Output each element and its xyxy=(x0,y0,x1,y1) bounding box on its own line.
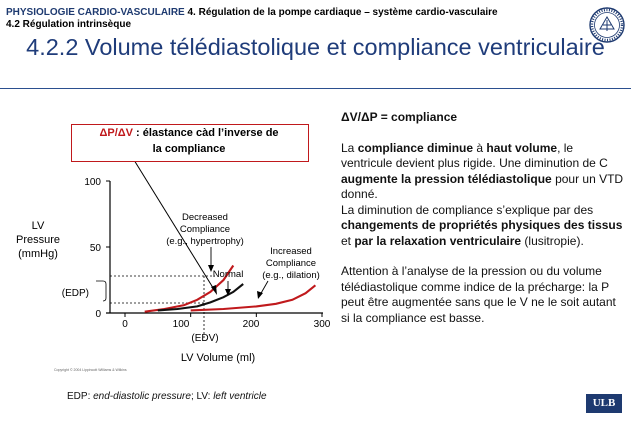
edp-bracket xyxy=(96,280,107,302)
edv-label: (EDV) xyxy=(191,333,218,344)
course-header: PHYSIOLOGIE CARDIO-VASCULAIRE 4. Régulat… xyxy=(6,7,498,18)
note-edp: EDP xyxy=(67,391,88,402)
text-span: et xyxy=(341,233,355,248)
abbreviation-note: EDP: end-diastolic pressure; LV: left ve… xyxy=(67,391,267,402)
compliance-definition: ΔV/ΔP = compliance xyxy=(341,110,458,124)
section-name: 4.2 Régulation intrinsèque xyxy=(6,19,132,30)
increased-compliance-curve xyxy=(190,284,317,312)
normal-arrow-icon xyxy=(225,289,231,296)
x-axis-title: LV Volume (ml) xyxy=(181,352,255,364)
y-axis-title-line2: Pressure xyxy=(16,234,60,246)
text-span: La xyxy=(341,140,358,155)
ulb-logo: ULB xyxy=(586,394,622,413)
text-bold: compliance diminue xyxy=(357,140,474,155)
elastance-ratio: ΔP/ΔV xyxy=(99,127,133,139)
paragraph-compliance-decrease: La compliance diminue à haut volume, le … xyxy=(341,141,626,203)
text-span: , le ventricule devient plus rigide. Une… xyxy=(341,140,608,171)
explanation-text: ΔV/ΔP = compliance La compliance diminue… xyxy=(341,110,626,326)
x-tick-label: 100 xyxy=(173,319,190,330)
title-divider xyxy=(0,88,631,89)
callout-text-c: la compliance xyxy=(152,143,226,155)
y-axis-title-line3: (mmHg) xyxy=(18,248,58,260)
increased-annotation-line1: Increased xyxy=(270,246,312,257)
decreased-annotation-line2: Compliance xyxy=(180,224,230,235)
callout-text-a: : élastance càd l’ xyxy=(133,127,225,139)
y-tick-label: 0 xyxy=(95,309,101,320)
elastance-callout xyxy=(71,124,309,162)
callout-pointer xyxy=(133,159,216,292)
note-lv-text: left ventricle xyxy=(213,391,267,402)
x-tick-label: 0 xyxy=(122,319,128,330)
y-tick-label: 50 xyxy=(90,243,102,254)
edp-label: (EDP) xyxy=(62,288,89,299)
callout-text-b: inverse de xyxy=(224,127,279,139)
chapter-name: 4. Régulation de la pompe cardiaque – sy… xyxy=(184,7,498,18)
increased-annotation-line3: (e.g., dilation) xyxy=(262,270,320,281)
course-name: PHYSIOLOGIE CARDIO-VASCULAIRE xyxy=(6,7,185,18)
figure-copyright: Copyright © 2004 Lippincott Williams & W… xyxy=(54,368,127,372)
axis-ticks xyxy=(106,180,323,317)
note-edp-text: end-diastolic pressure xyxy=(93,391,191,402)
text-bold: par la relaxation ventriculaire xyxy=(354,233,522,248)
decreased-annotation-line1: Decreased xyxy=(182,212,228,223)
text-span: La diminution de compliance s’explique p… xyxy=(341,202,594,217)
text-span: (lusitropie). xyxy=(521,233,584,248)
elastance-callout-text: ΔP/ΔV : élastance càd l’inverse de la co… xyxy=(76,125,302,157)
paragraph-warning: Attention à l’analyse de la pression ou … xyxy=(341,264,616,325)
text-bold: changements de propriétés physiques des … xyxy=(341,218,623,232)
text-bold: augmente la pression télédiastolique xyxy=(341,171,552,186)
increased-annotation-line2: Compliance xyxy=(266,258,316,269)
university-seal-logo xyxy=(589,7,625,43)
text-bold: haut volume xyxy=(486,140,558,155)
note-separator: ; LV: xyxy=(190,391,214,402)
y-tick-label: 100 xyxy=(84,177,101,188)
text-span: à xyxy=(473,140,487,155)
paragraph-mechanism: La diminution de compliance s’explique p… xyxy=(341,203,626,250)
x-tick-label: 200 xyxy=(243,319,260,330)
callout-arrow-icon xyxy=(211,285,217,295)
y-axis-title-line1: LV xyxy=(32,220,45,232)
decreased-arrow-icon xyxy=(208,265,214,272)
normal-curve xyxy=(157,283,244,312)
text-span: pour un VTD donné. xyxy=(341,171,624,202)
x-tick-label: 300 xyxy=(314,319,331,330)
compliance-figure: 100 50 0 0 100 200 300 LV Pressure (mmHg… xyxy=(16,159,331,364)
decreased-annotation-line3: (e.g., hypertrophy) xyxy=(166,236,244,247)
normal-annotation: Normal xyxy=(213,269,244,280)
note-colon: : xyxy=(87,391,94,402)
page-title: 4.2.2 Volume télédiastolique et complian… xyxy=(26,34,605,60)
increased-arrow-icon xyxy=(257,291,263,299)
